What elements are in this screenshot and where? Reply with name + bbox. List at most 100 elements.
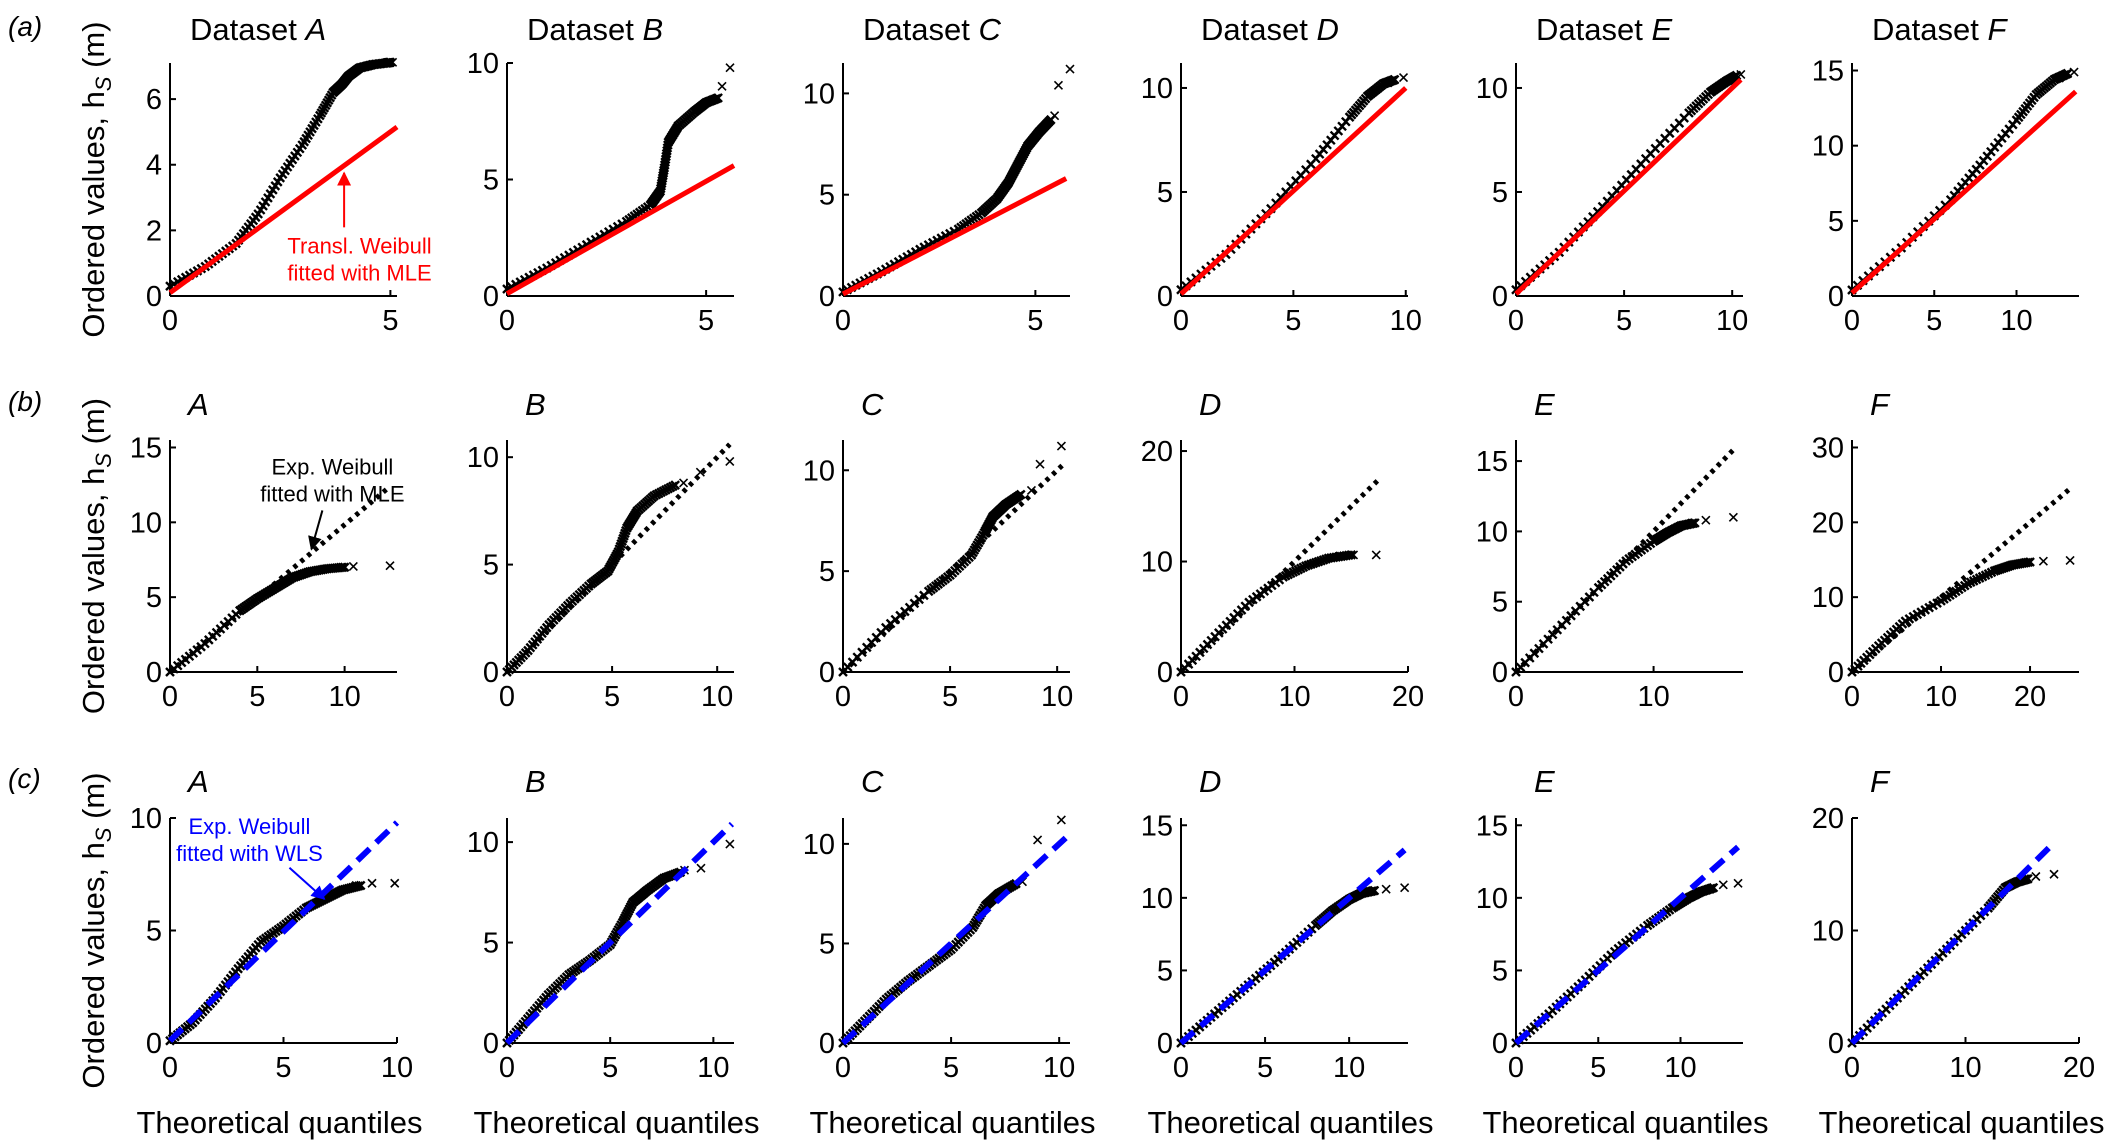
y-tick-label: 0	[146, 657, 162, 689]
data-point-tail	[1065, 64, 1075, 74]
y-tick-label: 15	[1812, 56, 1844, 88]
data-point	[339, 562, 350, 573]
panels: (a) (b) (c) Ordered values, hS (m) Ordered v…	[8, 11, 2105, 1140]
x-tick-label: 0	[1508, 681, 1524, 713]
row-label-b: (b)	[8, 386, 42, 417]
data-point	[1690, 518, 1700, 528]
fit-line	[1850, 89, 2078, 295]
x-tick-label: 0	[162, 681, 178, 713]
data-point-tail	[2031, 871, 2041, 882]
x-tick-label: 10	[381, 1052, 413, 1084]
panel-b-c: C 0 5 10 0 5 10	[803, 387, 1074, 713]
panel-c-c: C 0 5 10 0 5 10	[803, 764, 1076, 1084]
y-tick-label: 2	[146, 215, 162, 247]
x-tick-label: 10	[1925, 681, 1957, 713]
data-point-tail	[1348, 550, 1359, 560]
x-tick-label: 0	[1173, 1052, 1189, 1084]
data-point-tail	[388, 57, 398, 67]
data-series	[1511, 512, 1738, 677]
data-point-tail	[725, 456, 735, 467]
data-point-tail	[1371, 550, 1381, 560]
data-series	[1847, 869, 2059, 1048]
panel-title: F	[1870, 387, 1891, 422]
x-tick-label: 5	[604, 681, 620, 713]
y-tick-label: 10	[467, 48, 499, 80]
y-tick-label: 5	[819, 928, 835, 960]
x-tick-label: 5	[1590, 1052, 1606, 1084]
panel-b-b: B 0 5 10 0 5 10	[467, 387, 735, 713]
data-point-tail	[351, 880, 361, 891]
x-axis-label: Theoretical quantiles	[1482, 1105, 1768, 1140]
panel-a-e: Dataset E 0 5 10 0 5 10	[1476, 12, 1749, 337]
data-point-tail	[348, 561, 358, 572]
data-point-tail	[374, 59, 384, 69]
panel-c-d: D 0 5 10 0 5 10 15	[1141, 764, 1410, 1084]
data-point-tail	[1381, 884, 1391, 894]
panel-title: E	[1534, 764, 1555, 799]
x-tick-label: 10	[1041, 681, 1073, 713]
panel-title: Dataset E	[1536, 12, 1672, 47]
data-point-tail	[1035, 459, 1045, 469]
y-tick-label: 0	[1157, 281, 1173, 313]
y-tick-label: 5	[146, 582, 162, 614]
y-tick-label: 5	[1157, 177, 1173, 209]
x-tick-label: 0	[1844, 681, 1860, 713]
y-tick-label: 0	[1828, 1028, 1844, 1060]
x-tick-label: 0	[499, 1052, 515, 1084]
data-point-tail	[1335, 551, 1345, 561]
y-tick-label: 5	[1492, 177, 1508, 209]
data-point-tail	[1056, 441, 1066, 451]
y-axis-label: Ordered values, hS (m)	[76, 772, 116, 1088]
data-point-tail	[2054, 73, 2064, 83]
data-point-tail	[2038, 556, 2048, 566]
data-series	[838, 64, 1075, 297]
fit-line	[167, 820, 400, 1043]
x-tick-label: 5	[382, 305, 398, 337]
y-tick-label: 10	[1812, 131, 1844, 163]
y-tick-label: 4	[146, 150, 162, 182]
x-tick-label: 10	[328, 681, 360, 713]
data-point-tail	[2049, 869, 2059, 879]
data-point	[2023, 873, 2033, 884]
y-tick-label: 10	[1141, 73, 1173, 105]
data-point-tail	[678, 478, 689, 488]
data-point-tail	[2062, 68, 2073, 79]
fit-line	[1179, 476, 1382, 674]
data-point-tail	[385, 561, 395, 571]
data-point-tail	[1705, 884, 1715, 894]
x-tick-label: 20	[2063, 1052, 2095, 1084]
x-tick-label: 0	[1508, 1052, 1524, 1084]
x-tick-label: 5	[275, 1052, 291, 1084]
data-point-tail	[1687, 518, 1697, 528]
x-tick-label: 10	[1333, 1052, 1365, 1084]
data-point-tail	[2069, 67, 2079, 77]
data-series	[1847, 67, 2079, 295]
fit-line	[168, 484, 392, 674]
x-tick-label: 10	[1664, 1052, 1696, 1084]
y-tick-label: 0	[1157, 1028, 1173, 1060]
y-tick-label: 10	[1476, 516, 1508, 548]
data-point-tail	[1056, 815, 1066, 825]
panel-title: A	[186, 387, 209, 422]
data-series	[1176, 883, 1410, 1048]
y-tick-label: 15	[1141, 810, 1173, 842]
panel-b-e: E 0 10 0 5 10 15	[1476, 387, 1743, 713]
x-tick-label: 10	[2000, 305, 2032, 337]
y-tick-label: 10	[1141, 883, 1173, 915]
data-point-tail	[1053, 80, 1064, 90]
panel-b-d: D 0 10 20 0 10 20	[1141, 387, 1424, 713]
y-tick-label: 0	[1828, 281, 1844, 313]
panel-title: Dataset A	[190, 12, 326, 47]
data-point-tail	[1701, 515, 1711, 525]
data-series	[1176, 550, 1381, 677]
panel-a-f: Dataset F 0 5 10 0 5 10 15	[1812, 12, 2079, 337]
y-tick-label: 0	[146, 281, 162, 313]
fit-line	[841, 462, 1066, 674]
x-tick-label: 10	[1278, 681, 1310, 713]
x-tick-label: 20	[2014, 681, 2046, 713]
y-tick-label: 5	[1492, 955, 1508, 987]
panel-title: D	[1199, 387, 1221, 422]
